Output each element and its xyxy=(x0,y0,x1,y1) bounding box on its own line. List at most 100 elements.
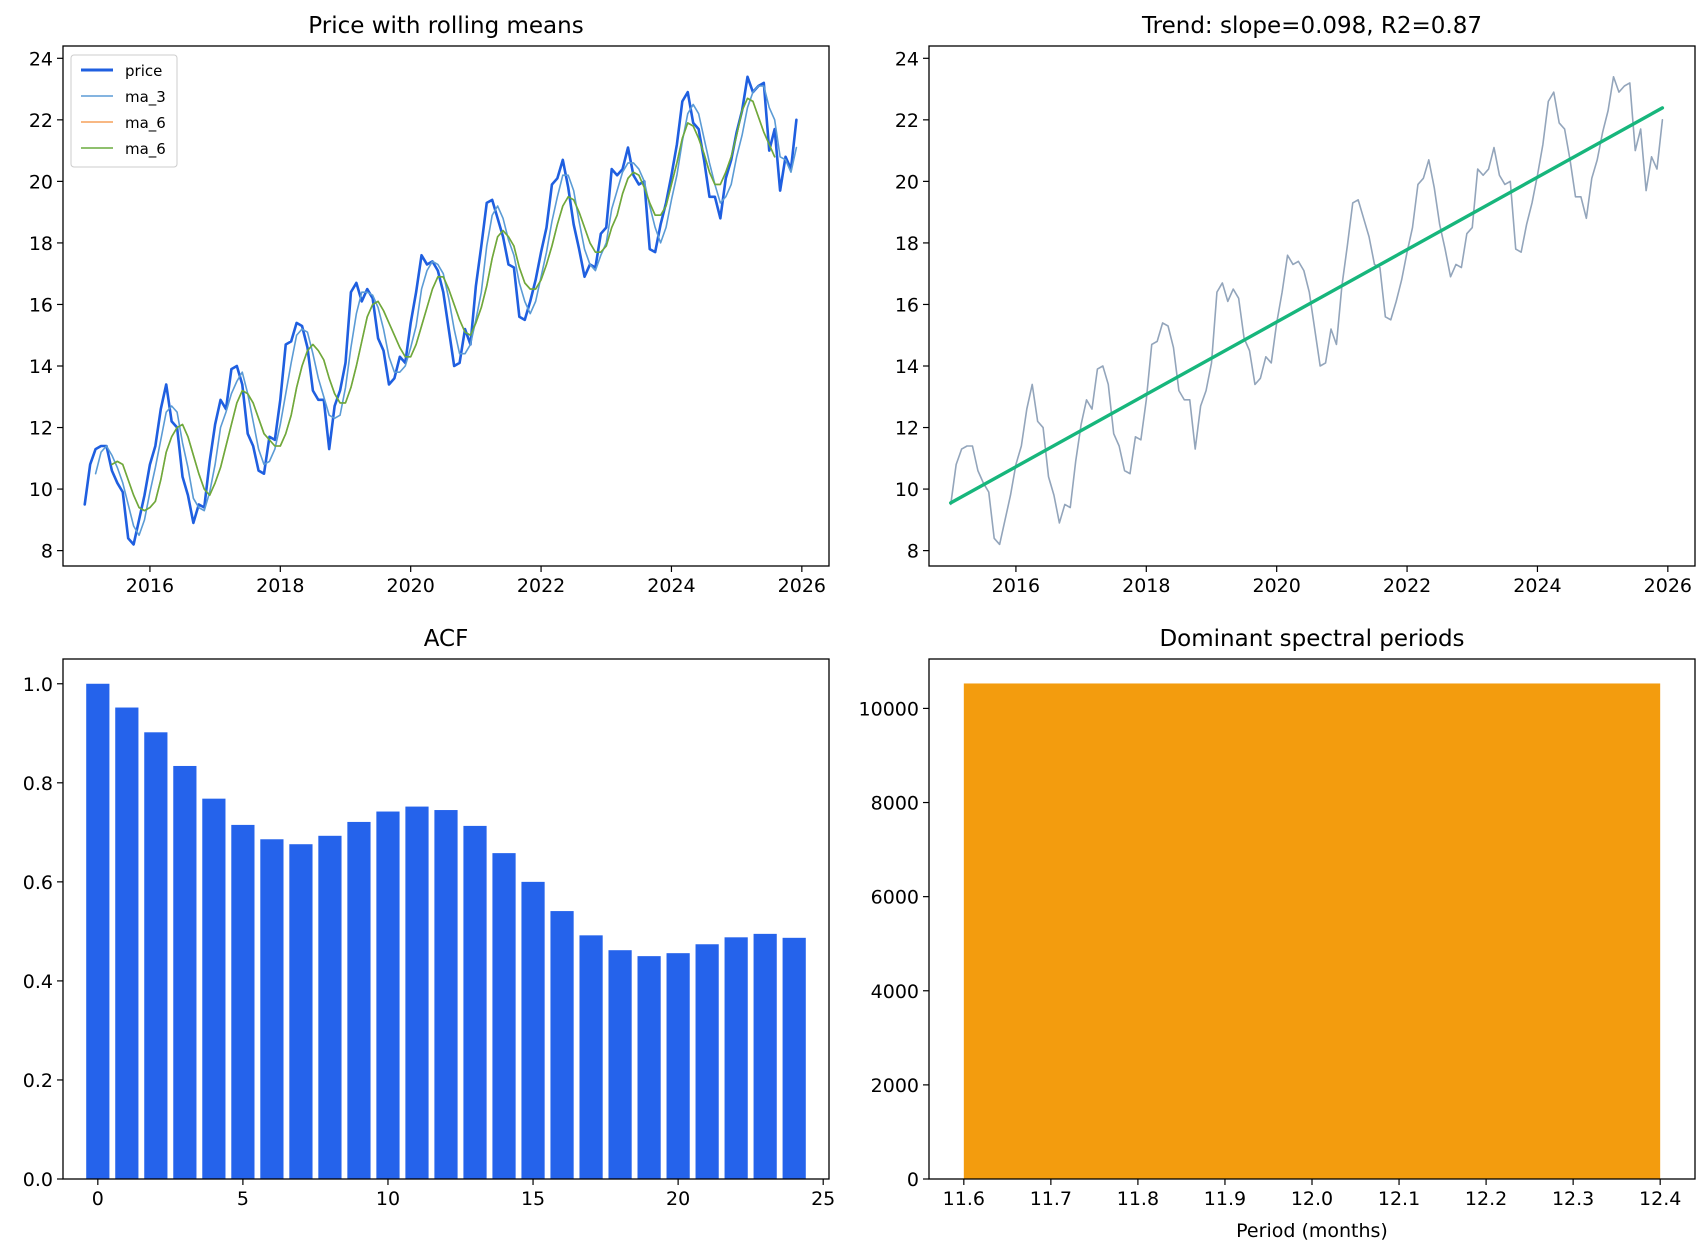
y-tick-label-20: 20 xyxy=(29,171,53,193)
x-tick-label-12.4: 12.4 xyxy=(1639,1188,1681,1210)
x-tick-label-25: 25 xyxy=(811,1188,835,1210)
acf-bar-lag-22 xyxy=(724,937,748,1179)
y-tick-label-12: 12 xyxy=(29,418,53,440)
x-tick-label-12.3: 12.3 xyxy=(1552,1188,1594,1210)
y-tick-label-10: 10 xyxy=(895,479,919,501)
acf-bar-lag-23 xyxy=(753,933,777,1179)
ma-3-line xyxy=(94,85,798,537)
x-tick-label-2020: 2020 xyxy=(1253,575,1301,597)
y-tick-label-4000: 4000 xyxy=(871,981,919,1003)
y-tick-label-6000: 6000 xyxy=(871,887,919,909)
y-tick-label-24: 24 xyxy=(29,48,53,70)
legend-label-price: price xyxy=(125,62,162,80)
x-tick-label-11.7: 11.7 xyxy=(1030,1188,1072,1210)
acf-bar-lag-18 xyxy=(608,950,632,1179)
y-tick-label-8: 8 xyxy=(907,541,919,563)
y-tick-label-8: 8 xyxy=(41,541,53,563)
x-tick-label-2026: 2026 xyxy=(1644,575,1692,597)
x-tick-label-11.6: 11.6 xyxy=(943,1188,985,1210)
acf-bar-lag-4 xyxy=(202,798,226,1179)
spectral-x-axis-label: Period (months) xyxy=(1236,1220,1388,1242)
y-tick-label-12: 12 xyxy=(895,418,919,440)
price-line xyxy=(83,75,798,546)
y-tick-label-22: 22 xyxy=(29,110,53,132)
trend-title: Trend: slope=0.098, R2=0.87 xyxy=(1141,13,1482,39)
acf-bar-lag-0 xyxy=(86,683,110,1179)
y-tick-label-14: 14 xyxy=(29,356,53,378)
axes-frame xyxy=(62,658,830,1180)
x-tick-label-12.2: 12.2 xyxy=(1465,1188,1507,1210)
acf-bar-lag-20 xyxy=(666,953,690,1179)
y-tick-label-16: 16 xyxy=(895,294,919,316)
acf-bar-lag-7 xyxy=(289,844,313,1179)
acf-bar-lag-13 xyxy=(463,825,487,1179)
acf-bar-lag-8 xyxy=(318,835,342,1179)
x-tick-label-11.8: 11.8 xyxy=(1117,1188,1159,1210)
trend-panel: Trend: slope=0.098, R2=0.87 2016 2018 2020… xyxy=(895,13,1696,597)
x-tick-label-12.0: 12.0 xyxy=(1291,1188,1333,1210)
y-tick-label-2000: 2000 xyxy=(871,1075,919,1097)
y-tick-label-10: 10 xyxy=(29,479,53,501)
x-tick-label-2016: 2016 xyxy=(992,575,1040,597)
y-tick-label-0.2: 0.2 xyxy=(23,1070,53,1092)
y-tick-label-24: 24 xyxy=(895,48,919,70)
y-tick-label-0.4: 0.4 xyxy=(23,971,53,993)
trend-fit-line xyxy=(949,106,1665,505)
price-rolling-panel: Price with rolling means 2016 2018 2020 202… xyxy=(29,13,830,597)
x-tick-label-2024: 2024 xyxy=(647,575,695,597)
x-tick-label-12.1: 12.1 xyxy=(1378,1188,1420,1210)
acf-bar-lag-3 xyxy=(173,765,197,1179)
x-tick-label-2022: 2022 xyxy=(517,575,565,597)
x-tick-label-11.9: 11.9 xyxy=(1204,1188,1246,1210)
acf-bar-lag-11 xyxy=(405,806,429,1179)
legend-label-ma-6-second: ma_6 xyxy=(125,140,166,159)
x-tick-label-2020: 2020 xyxy=(387,575,435,597)
x-tick-label-2022: 2022 xyxy=(1383,575,1431,597)
price-rolling-legend: price ma_3 ma_6 ma_6 xyxy=(70,54,178,168)
ma-6-second-line xyxy=(111,97,776,512)
y-tick-label-0.0: 0.0 xyxy=(23,1169,53,1191)
y-tick-label-0.6: 0.6 xyxy=(23,872,53,894)
axes-frame xyxy=(928,45,1696,567)
y-tick-label-22: 22 xyxy=(895,110,919,132)
x-tick-label-0: 0 xyxy=(92,1188,104,1210)
acf-bar-lag-1 xyxy=(115,707,139,1179)
acf-panel: ACF 0 5 10 15 20 25 0.0 0.2 0.4 0.6 0.8 1.0 xyxy=(23,626,836,1210)
acf-bar-lag-16 xyxy=(550,911,574,1179)
price-rolling-title: Price with rolling means xyxy=(308,13,583,39)
acf-bar-lag-17 xyxy=(579,935,603,1179)
acf-bar-lag-2 xyxy=(144,732,168,1179)
spectral-period-bar xyxy=(963,683,1661,1179)
y-tick-label-10000: 10000 xyxy=(859,698,919,720)
y-tick-label-0.8: 0.8 xyxy=(23,773,53,795)
axes-frame xyxy=(62,45,830,567)
trend-series-line xyxy=(949,75,1664,546)
acf-bar-lag-12 xyxy=(434,810,458,1179)
price-rolling-plot-area: 2016 2018 2020 2022 2024 20268101214161820222… xyxy=(29,45,830,597)
acf-plot-area: 0 5 10 15 20 25 0.0 0.2 0.4 0.6 0.8 1.0 xyxy=(23,658,835,1210)
x-tick-label-2018: 2018 xyxy=(256,575,304,597)
spectral-title: Dominant spectral periods xyxy=(1159,626,1464,652)
x-tick-label-2024: 2024 xyxy=(1513,575,1561,597)
acf-bar-lag-10 xyxy=(376,811,400,1179)
acf-bar-lag-15 xyxy=(521,881,545,1179)
y-tick-label-18: 18 xyxy=(895,233,919,255)
acf-bar-lag-6 xyxy=(260,839,284,1179)
acf-bar-lag-21 xyxy=(695,944,719,1179)
legend-label-ma-6-first: ma_6 xyxy=(125,114,166,133)
spectral-panel: Dominant spectral periods 11.6 11.7 11.8 11… xyxy=(859,626,1696,1242)
y-tick-label-16: 16 xyxy=(29,294,53,316)
x-tick-label-20: 20 xyxy=(666,1188,690,1210)
x-tick-label-2016: 2016 xyxy=(126,575,174,597)
spectral-plot-area: 11.6 11.7 11.8 11.9 12.0 12.1 12.2 12.3 12.4 0 200… xyxy=(859,658,1696,1210)
acf-bar-lag-19 xyxy=(637,956,661,1179)
acf-bar-lag-24 xyxy=(782,937,806,1179)
acf-bar-lag-14 xyxy=(492,853,516,1179)
acf-bar-lag-9 xyxy=(347,821,371,1179)
x-tick-label-2026: 2026 xyxy=(778,575,826,597)
y-tick-label-20: 20 xyxy=(895,171,919,193)
y-tick-label-14: 14 xyxy=(895,356,919,378)
x-tick-label-2018: 2018 xyxy=(1122,575,1170,597)
trend-plot-area: 2016 2018 2020 2022 2024 20268101214161820222… xyxy=(895,45,1696,597)
